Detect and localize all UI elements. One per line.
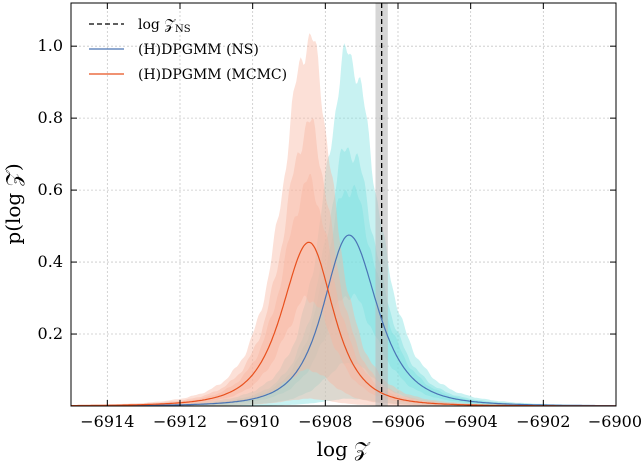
x-axis-label: log 𝒵: [317, 437, 372, 461]
y-tick-label: 0.8: [38, 108, 63, 127]
x-tick-label: −6906: [371, 412, 425, 431]
y-tick-label: 0.2: [38, 324, 63, 343]
y-axis-label: p(log 𝒵): [1, 163, 25, 244]
reference-evidence: [375, 3, 387, 406]
legend-label-reference-sub: NS: [175, 24, 191, 35]
x-tick-label: −6910: [226, 412, 280, 431]
legend-label-reference-main: log 𝒵: [138, 17, 176, 33]
x-tick-label: −6902: [516, 412, 570, 431]
x-tick-label: −6914: [80, 412, 134, 431]
x-tick-label: −6912: [153, 412, 207, 431]
x-tick-label: −6900: [588, 412, 642, 431]
x-tick-label: −6904: [444, 412, 498, 431]
y-tick-label: 1.0: [38, 36, 63, 55]
x-tick-label: −6908: [298, 412, 352, 431]
y-tick-label: 0.6: [38, 180, 63, 199]
y-tick-label: 0.4: [38, 252, 63, 271]
legend-label-mcmc: (H)DPGMM (MCMC): [138, 67, 287, 83]
legend-label-ns: (H)DPGMM (NS): [138, 42, 259, 58]
